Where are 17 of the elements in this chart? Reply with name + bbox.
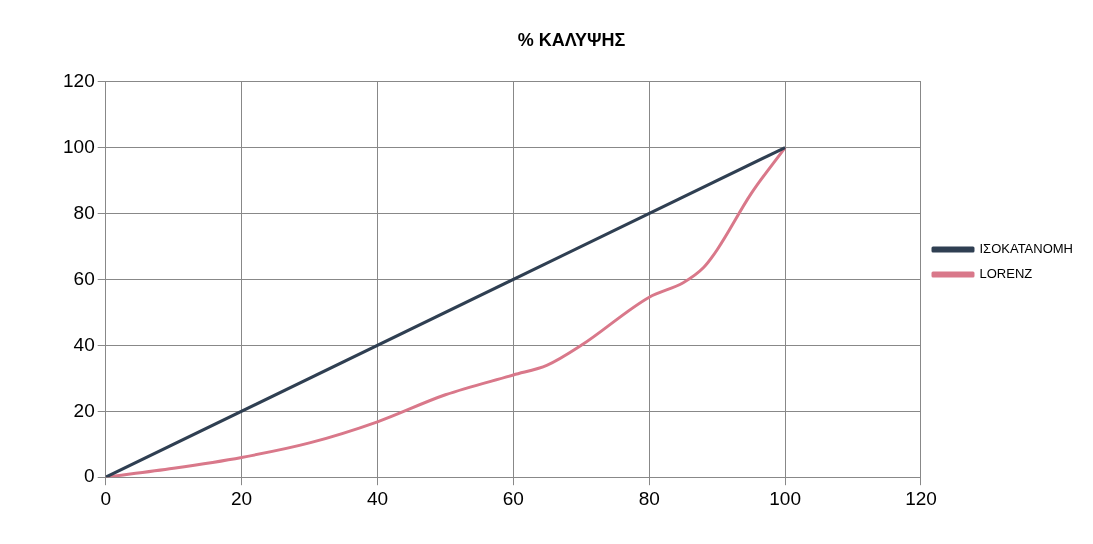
legend-label: LORENZ [979, 266, 1033, 282]
x-tick-label: 120 [905, 487, 937, 509]
x-tick-label: 0 [100, 487, 111, 509]
x-tick-label: 100 [769, 487, 801, 509]
y-tick-label: 0 [84, 465, 95, 487]
y-tick-label: 120 [63, 69, 95, 91]
x-tick-label: 60 [502, 487, 524, 509]
x-tick-label: 20 [231, 487, 253, 509]
y-tick-label: 60 [73, 267, 95, 289]
y-tick-label: 80 [73, 201, 95, 223]
x-tick-label: 80 [638, 487, 660, 509]
x-tick-label: 40 [366, 487, 389, 509]
y-tick-label: 100 [63, 135, 95, 157]
legend-label: ΙΣΟΚΑΤΑΝΟΜΗ [979, 241, 1074, 257]
chart-title: % ΚΑΛΥΨΗΣ [517, 29, 626, 50]
y-tick-label: 40 [73, 333, 95, 355]
y-tick-label: 20 [73, 399, 95, 421]
